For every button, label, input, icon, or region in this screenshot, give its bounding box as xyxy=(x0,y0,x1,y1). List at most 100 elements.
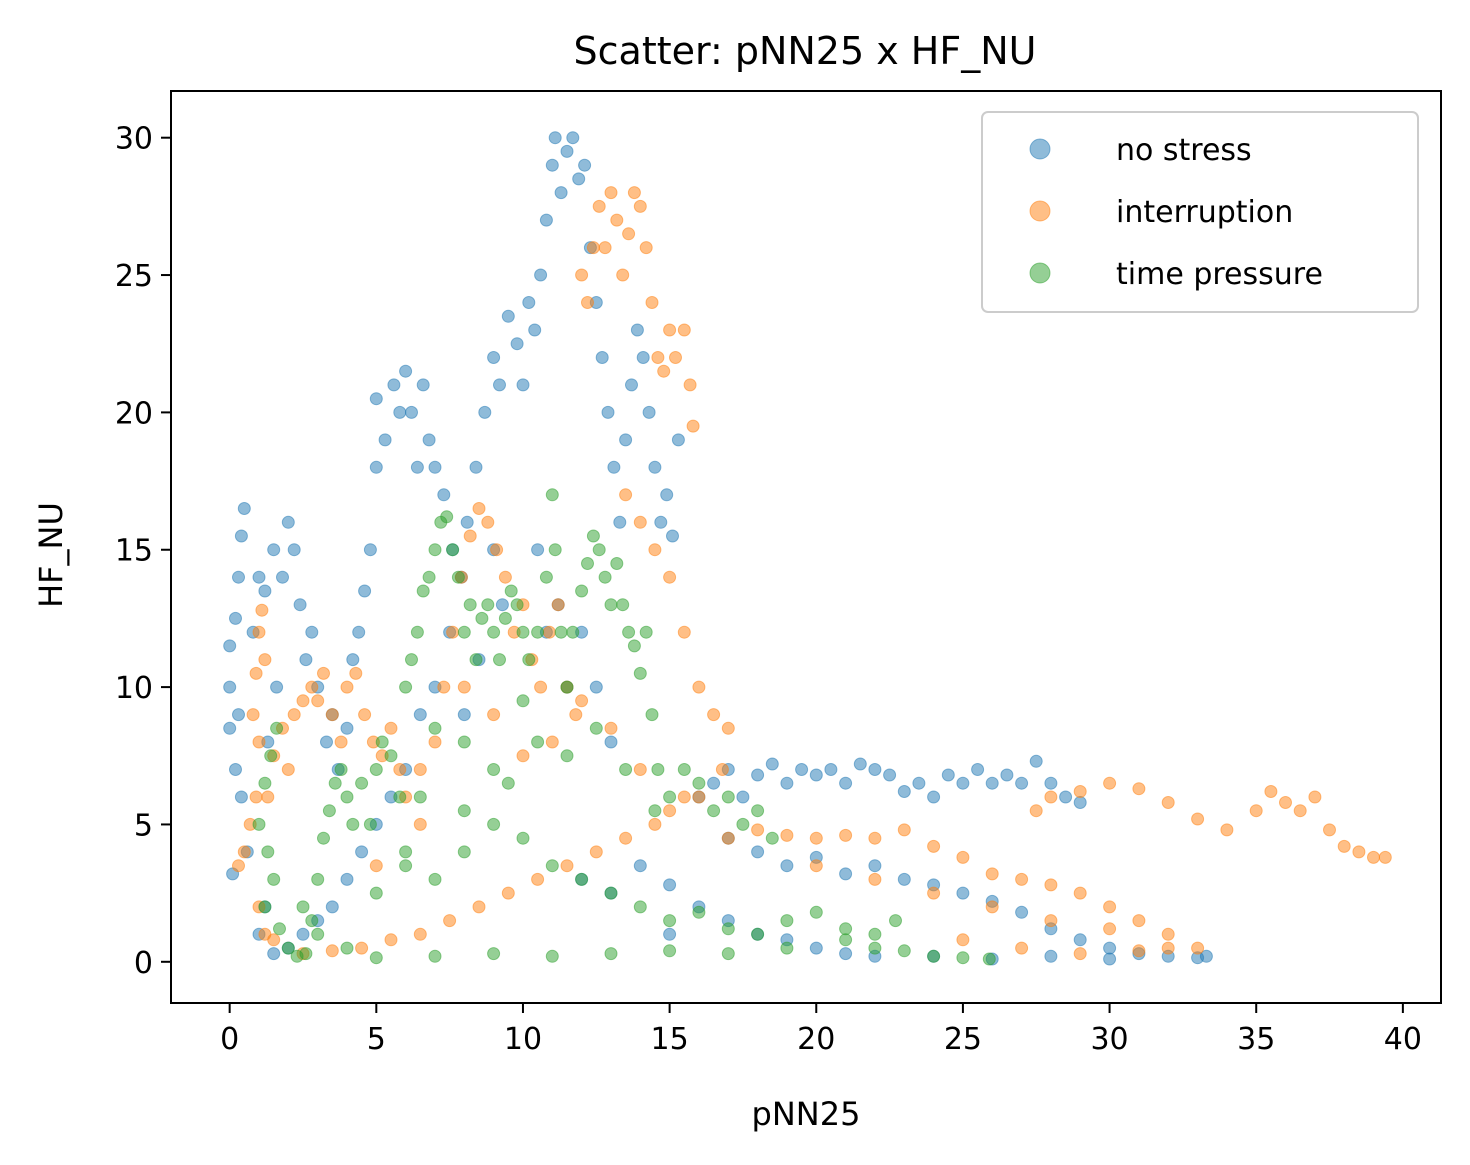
data-point-interruption xyxy=(340,680,354,694)
data-point-time-pressure xyxy=(487,625,501,639)
data-point-no-stress xyxy=(287,543,301,557)
data-point-no-stress xyxy=(363,543,377,557)
data-point-interruption xyxy=(1352,845,1366,859)
data-point-interruption xyxy=(1132,944,1146,958)
data-point-no-stress xyxy=(809,941,823,955)
y-tick-label: 15 xyxy=(115,534,153,569)
data-point-time-pressure xyxy=(504,584,518,598)
data-point-no-stress xyxy=(531,543,545,557)
data-point-interruption xyxy=(325,708,339,722)
data-point-time-pressure xyxy=(677,763,691,776)
data-point-no-stress xyxy=(897,872,911,886)
data-point-time-pressure xyxy=(809,905,823,919)
data-point-interruption xyxy=(683,378,697,392)
data-point-interruption xyxy=(692,790,706,804)
data-point-time-pressure xyxy=(956,951,970,965)
data-point-time-pressure xyxy=(575,584,589,598)
data-point-time-pressure xyxy=(586,529,600,543)
data-point-time-pressure xyxy=(751,804,765,818)
data-point-no-stress xyxy=(437,488,451,502)
data-point-no-stress xyxy=(469,460,483,474)
data-point-time-pressure xyxy=(554,625,568,639)
plot-frame xyxy=(170,90,1442,1004)
data-point-no-stress xyxy=(642,405,656,419)
data-point-no-stress xyxy=(267,543,281,557)
data-point-interruption xyxy=(927,886,941,900)
data-point-time-pressure xyxy=(663,944,677,958)
data-point-time-pressure xyxy=(648,804,662,818)
data-point-time-pressure xyxy=(692,776,706,790)
data-point-interruption xyxy=(534,680,548,694)
data-point-interruption xyxy=(311,694,325,708)
data-point-time-pressure xyxy=(469,653,483,667)
data-point-interruption xyxy=(1378,850,1392,864)
data-point-time-pressure xyxy=(633,900,647,914)
data-point-interruption xyxy=(1073,785,1087,798)
data-point-no-stress xyxy=(613,515,627,529)
data-point-interruption xyxy=(516,749,530,763)
data-point-interruption xyxy=(413,927,427,941)
legend-marker-interruption xyxy=(1029,200,1051,222)
data-point-no-stress xyxy=(566,131,580,145)
data-point-no-stress xyxy=(522,296,536,309)
data-point-time-pressure xyxy=(428,721,442,735)
x-tick-label: 25 xyxy=(944,1022,982,1057)
data-point-interruption xyxy=(619,831,633,845)
data-point-time-pressure xyxy=(252,817,266,831)
data-point-no-stress xyxy=(293,598,307,612)
data-point-interruption xyxy=(393,763,407,776)
data-point-no-stress xyxy=(223,680,237,694)
data-point-no-stress xyxy=(595,351,609,364)
data-point-time-pressure xyxy=(311,872,325,886)
data-point-interruption xyxy=(645,296,659,309)
data-point-interruption xyxy=(633,199,647,213)
data-point-time-pressure xyxy=(531,735,545,749)
data-point-interruption xyxy=(246,708,260,722)
data-point-no-stress xyxy=(460,515,474,529)
legend-label-interruption: interruption xyxy=(1116,195,1293,230)
data-point-no-stress xyxy=(232,570,245,584)
data-point-time-pressure xyxy=(575,872,589,886)
data-point-interruption xyxy=(237,845,251,859)
data-point-interruption xyxy=(610,213,624,227)
data-point-no-stress xyxy=(707,776,721,790)
data-point-time-pressure xyxy=(475,611,489,625)
data-point-time-pressure xyxy=(296,900,310,914)
data-point-no-stress xyxy=(663,878,677,892)
data-point-no-stress xyxy=(352,625,366,639)
data-point-interruption xyxy=(1044,914,1058,928)
data-point-interruption xyxy=(531,872,545,886)
data-point-no-stress xyxy=(387,378,401,392)
data-point-interruption xyxy=(560,859,574,873)
data-point-interruption xyxy=(586,241,600,255)
data-point-time-pressure xyxy=(369,886,383,900)
data-point-interruption xyxy=(868,831,882,845)
data-point-time-pressure xyxy=(428,872,442,886)
data-point-interruption xyxy=(663,570,677,584)
data-point-no-stress xyxy=(839,867,853,881)
data-point-interruption xyxy=(780,828,794,842)
data-point-time-pressure xyxy=(299,947,313,961)
x-tick-label: 0 xyxy=(220,1022,239,1057)
data-point-time-pressure xyxy=(328,776,342,790)
data-point-time-pressure xyxy=(487,947,501,961)
data-point-no-stress xyxy=(671,433,685,447)
data-point-interruption xyxy=(258,653,272,667)
data-point-time-pressure xyxy=(399,680,413,694)
data-point-no-stress xyxy=(270,680,284,694)
data-point-time-pressure xyxy=(487,763,501,776)
data-point-no-stress xyxy=(501,309,515,323)
data-point-time-pressure xyxy=(258,776,272,790)
data-point-interruption xyxy=(281,763,295,776)
data-point-time-pressure xyxy=(627,639,641,653)
data-point-interruption xyxy=(481,515,495,529)
data-point-no-stress xyxy=(320,735,333,749)
data-point-interruption xyxy=(663,804,677,818)
data-point-time-pressure xyxy=(616,598,630,612)
data-point-time-pressure xyxy=(522,653,536,667)
data-point-time-pressure xyxy=(736,817,750,831)
data-point-time-pressure xyxy=(622,625,636,639)
data-point-no-stress xyxy=(252,570,266,584)
data-point-interruption xyxy=(551,598,565,612)
data-point-no-stress xyxy=(1059,790,1073,804)
